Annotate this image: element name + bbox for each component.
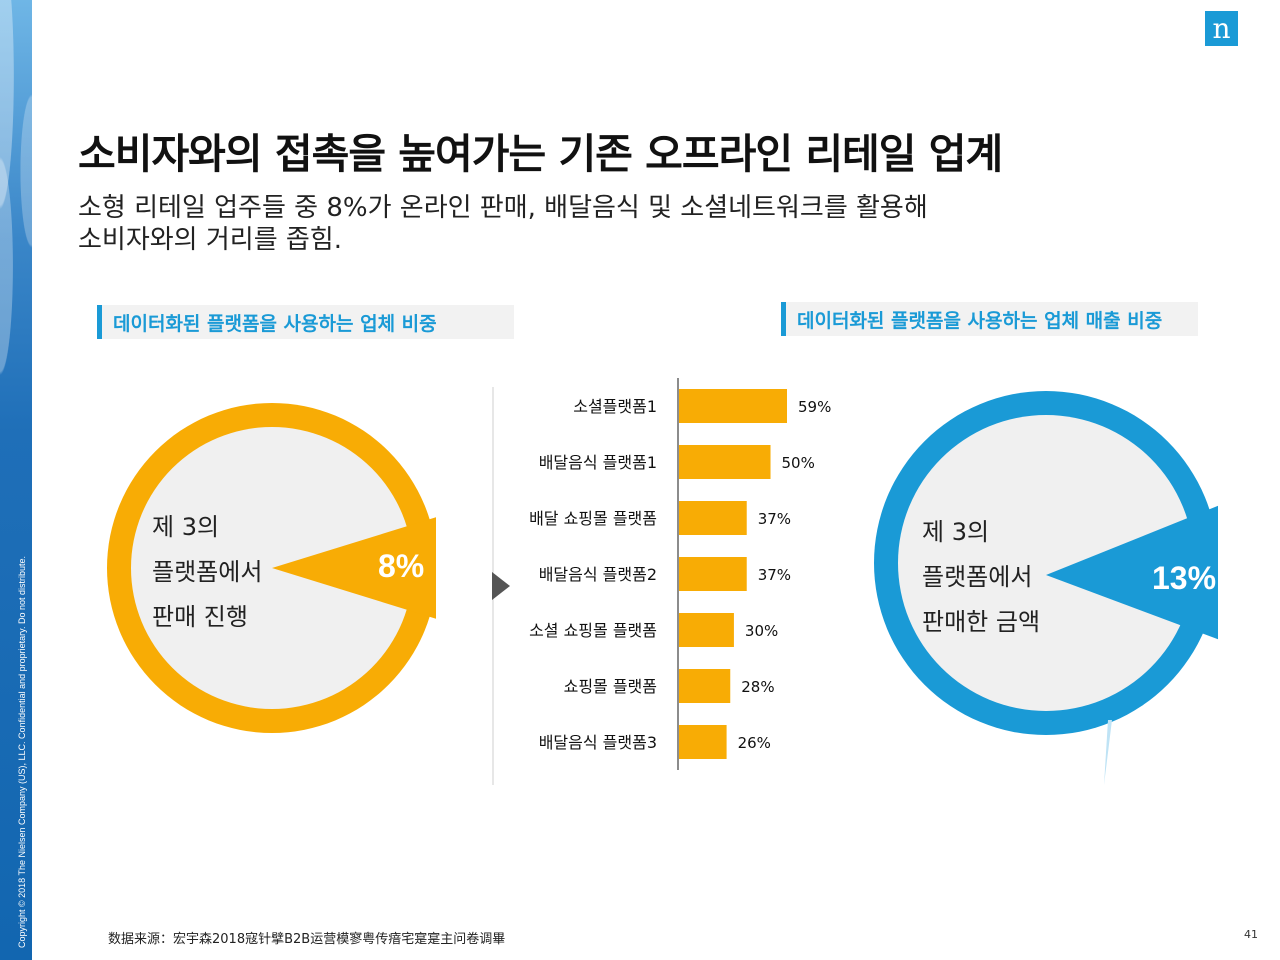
right-donut-slice	[1046, 505, 1220, 640]
bar	[679, 557, 747, 591]
bar	[679, 389, 787, 423]
bar-category-label: 배달 쇼핑몰 플랫폼	[529, 509, 657, 528]
right-section-label-text: 데이터화된 플랫폼을 사용하는 업체 매출 비중	[797, 309, 1163, 332]
wave-texture	[0, 0, 32, 380]
page-number: 41	[1244, 928, 1258, 941]
left-decorative-strip	[0, 0, 32, 960]
bar-value-label: 28%	[741, 678, 774, 696]
page-title: 소비자와의 접촉을 높여가는 기존 오프라인 리테일 업계	[78, 130, 1003, 178]
source-note: 数据来源：宏宇森2018寇针擘B2B运营模寥粤传瘖宅寔寔主问卷调畢	[108, 932, 506, 947]
right-donut-center	[898, 415, 1194, 711]
label-accent-bar	[781, 302, 786, 336]
subtitle-line-2: 소비자와의 거리를 좁힘.	[78, 225, 342, 255]
bar-category-label: 배달음식 플랫폼2	[539, 565, 657, 584]
bar	[679, 613, 734, 647]
left-section-label-text: 데이터화된 플랫폼을 사용하는 업체 비중	[113, 312, 437, 335]
left-donut-line-1: 제 3의	[152, 513, 220, 541]
bar-category-label: 쇼핑몰 플랫폼	[564, 677, 657, 696]
bar-category-label: 소셜플랫폼1	[573, 397, 657, 416]
left-slice-gap	[436, 512, 444, 624]
bar	[679, 501, 747, 535]
bar-value-label: 50%	[782, 454, 815, 472]
bar-category-label: 배달음식 플랫폼3	[539, 733, 657, 752]
right-donut-line-2: 플랫폼에서	[922, 563, 1033, 591]
left-donut-text: 제 3의 플랫폼에서 판매 진행	[152, 505, 262, 640]
bar-value-label: 59%	[798, 398, 831, 416]
bar-value-label: 30%	[745, 622, 778, 640]
bar-category-label: 소셜 쇼핑몰 플랫폼	[529, 621, 657, 640]
right-donut-line-3: 판매한 금액	[922, 608, 1041, 636]
bar	[679, 725, 727, 759]
label-accent-bar	[97, 305, 102, 339]
bar	[679, 445, 771, 479]
left-percent: 8%	[378, 548, 425, 584]
right-donut-shadow	[1104, 720, 1112, 785]
left-section-label: 데이터화된 플랫폼을 사용하는 업체 비중	[97, 305, 514, 339]
bar-value-label: 37%	[758, 566, 791, 584]
right-donut-line-1: 제 3의	[922, 518, 990, 546]
bar-value-label: 37%	[758, 510, 791, 528]
bar	[679, 669, 731, 703]
right-percent: 13%	[1152, 560, 1217, 596]
right-slice-gap	[1218, 500, 1226, 645]
chart-arrow-icon	[492, 572, 510, 600]
left-donut-line-3: 판매 진행	[152, 603, 248, 631]
left-donut-line-2: 플랫폼에서	[152, 558, 263, 586]
page-subtitle: 소형 리테일 업주들 중 8%가 온라인 판매, 배달음식 및 소셜네트워크를 …	[78, 192, 1118, 256]
right-section-label: 데이터화된 플랫폼을 사용하는 업체 매출 비중	[781, 302, 1198, 336]
nielsen-logo: n	[1205, 11, 1238, 46]
right-donut-text: 제 3의 플랫폼에서 판매한 금액	[922, 510, 1040, 645]
subtitle-line-1: 소형 리테일 업주들 중 8%가 온라인 판매, 배달음식 및 소셜네트워크를 …	[78, 193, 928, 223]
bars-group: 소셜플랫폼1 59% 배달음식 플랫폼1 50% 배달 쇼핑몰 플랫폼 37% 배달음식 플…	[529, 389, 831, 759]
bar-value-label: 26%	[738, 734, 771, 752]
bar-category-label: 배달음식 플랫폼1	[539, 453, 657, 472]
left-donut-slice	[272, 516, 440, 620]
